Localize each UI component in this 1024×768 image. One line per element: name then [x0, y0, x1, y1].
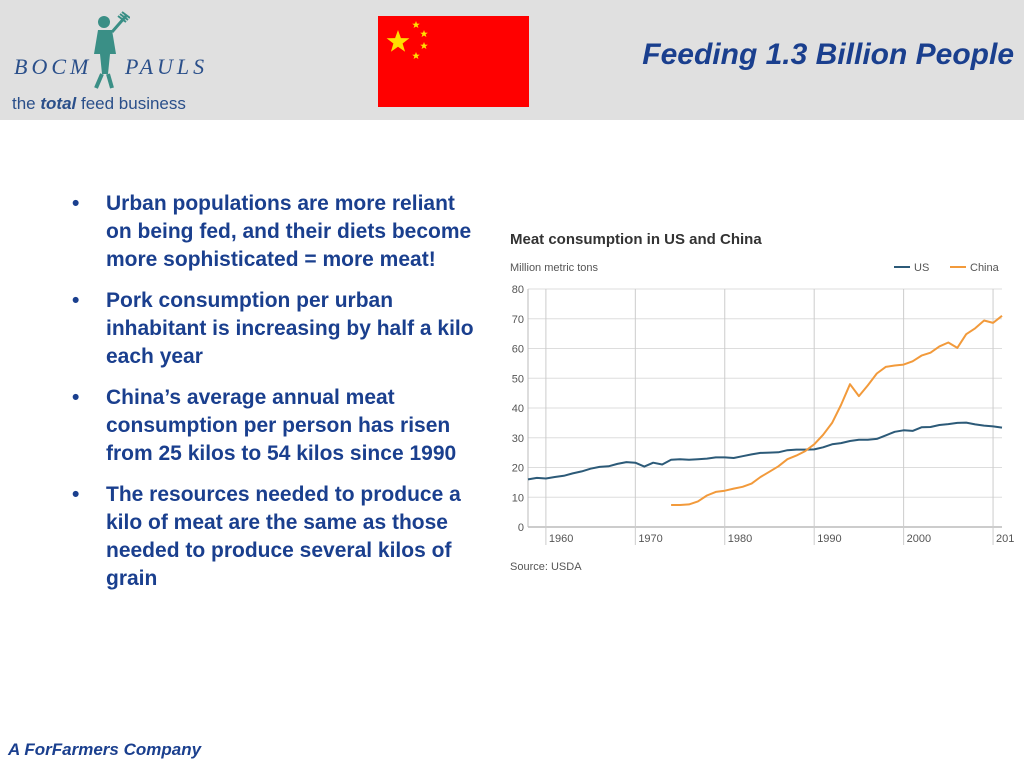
bullet-dot: •: [72, 192, 80, 215]
company-logo: BOCM PAULS the total feed business: [10, 8, 210, 114]
x-tick-label: 1960: [549, 533, 573, 545]
tagline-post: feed business: [76, 94, 186, 113]
bullet-text: Urban populations are more reliant on be…: [106, 192, 472, 271]
slide-title: Feeding 1.3 Billion People: [642, 38, 1014, 71]
chart-source: Source: USDA: [510, 561, 582, 573]
bullet-item: • The resources needed to produce a kilo …: [72, 481, 482, 593]
bullet-text: Pork consumption per urban inhabitant is…: [106, 289, 474, 368]
legend-label-us: US: [914, 262, 929, 274]
y-tick-label: 10: [512, 492, 524, 504]
chart-ylabel: Million metric tons: [510, 262, 599, 274]
chart-ticks: 0 10 20 30 40 50 60 70 80 1960 1970 1980 1990 2000 201…: [512, 284, 1014, 545]
y-tick-label: 80: [512, 284, 524, 296]
chart-series: [527, 315, 1003, 506]
bullet-dot: •: [72, 386, 80, 409]
y-tick-label: 60: [512, 344, 524, 356]
footer-company: A ForFarmers Company: [8, 740, 202, 759]
x-tick-label: 2010: [996, 533, 1014, 545]
y-tick-label: 40: [512, 403, 524, 415]
tagline-pre: the: [12, 94, 41, 113]
x-tick-label: 1990: [817, 533, 841, 545]
slide-header: BOCM PAULS the total feed business Feedi…: [0, 0, 1024, 120]
chart-legend: US China: [894, 262, 1000, 274]
x-tick-label: 2000: [907, 533, 931, 545]
farmer-figure-icon: [94, 11, 130, 89]
x-tick-label: 1980: [728, 533, 752, 545]
y-tick-label: 0: [518, 522, 524, 534]
bullet-dot: •: [72, 483, 80, 506]
bullet-text: China’s average annual meat consumption …: [106, 386, 457, 465]
bullet-dot: •: [72, 289, 80, 312]
logo-word-bocm: BOCM: [14, 54, 93, 79]
bullet-text: The resources needed to produce a kilo o…: [106, 483, 461, 590]
legend-label-china: China: [970, 262, 1000, 274]
chart-title: Meat consumption in US and China: [510, 231, 762, 248]
y-tick-label: 20: [512, 463, 524, 475]
chart-grid: [527, 288, 1002, 545]
logo-word-pauls: PAULS: [125, 54, 209, 79]
series-line-us: [527, 421, 1003, 481]
china-flag-icon: [378, 16, 529, 107]
bullet-list: • Urban populations are more reliant on b…: [72, 190, 482, 606]
tagline-bold: total: [40, 94, 77, 113]
logo-tagline: the total feed business: [12, 94, 186, 114]
bullet-item: • Urban populations are more reliant on b…: [72, 190, 482, 274]
bullet-item: • China’s average annual meat consumption…: [72, 384, 482, 468]
y-tick-label: 30: [512, 433, 524, 445]
series-line-china: [671, 315, 1003, 506]
bullet-item: • Pork consumption per urban inhabitant i…: [72, 287, 482, 371]
x-tick-label: 1970: [638, 533, 662, 545]
y-tick-label: 50: [512, 373, 524, 385]
y-tick-label: 70: [512, 314, 524, 326]
meat-consumption-chart: Meat consumption in US and China Million…: [510, 231, 1014, 573]
